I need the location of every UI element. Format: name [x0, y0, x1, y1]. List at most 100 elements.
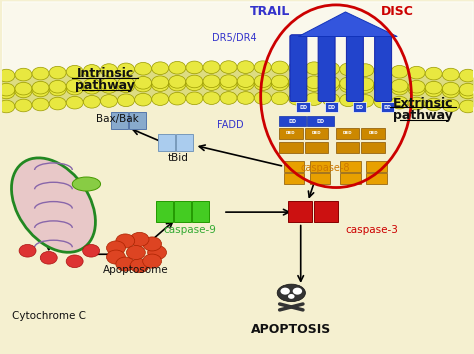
FancyBboxPatch shape [288, 201, 312, 222]
Circle shape [135, 93, 152, 106]
Circle shape [169, 75, 186, 88]
Circle shape [220, 92, 237, 104]
Circle shape [442, 99, 459, 112]
Circle shape [32, 67, 49, 80]
Circle shape [203, 75, 220, 87]
Circle shape [186, 75, 203, 88]
Circle shape [152, 93, 169, 105]
Circle shape [323, 62, 340, 75]
Circle shape [83, 96, 100, 108]
Circle shape [66, 65, 83, 78]
Circle shape [357, 78, 374, 91]
Circle shape [203, 78, 220, 90]
FancyBboxPatch shape [296, 102, 310, 112]
Circle shape [32, 84, 49, 97]
FancyBboxPatch shape [362, 142, 385, 153]
Circle shape [19, 244, 36, 257]
Circle shape [237, 61, 254, 73]
Circle shape [442, 68, 459, 81]
Ellipse shape [11, 158, 95, 252]
Circle shape [169, 78, 186, 91]
Circle shape [83, 81, 100, 94]
Ellipse shape [73, 177, 100, 191]
Text: caspase-9: caspase-9 [164, 225, 217, 235]
FancyBboxPatch shape [305, 128, 328, 139]
Circle shape [152, 62, 169, 75]
Circle shape [0, 83, 15, 96]
FancyBboxPatch shape [340, 173, 361, 184]
Text: FADD: FADD [217, 120, 243, 130]
Circle shape [49, 66, 66, 79]
Circle shape [100, 81, 118, 93]
FancyBboxPatch shape [353, 102, 366, 112]
FancyBboxPatch shape [174, 201, 191, 222]
Circle shape [130, 232, 149, 246]
Circle shape [306, 62, 322, 75]
Circle shape [186, 78, 203, 91]
FancyBboxPatch shape [310, 161, 330, 172]
FancyBboxPatch shape [305, 142, 328, 153]
Text: DD: DD [328, 104, 335, 110]
Circle shape [203, 61, 220, 74]
FancyBboxPatch shape [176, 134, 193, 152]
Circle shape [374, 64, 391, 77]
Text: DED: DED [312, 131, 321, 136]
Circle shape [272, 92, 288, 105]
Circle shape [237, 78, 254, 90]
Text: DR5/DR4: DR5/DR4 [212, 33, 257, 43]
Circle shape [459, 86, 474, 99]
Circle shape [289, 75, 305, 88]
Circle shape [135, 62, 152, 75]
Circle shape [100, 95, 118, 107]
Circle shape [340, 77, 357, 90]
Circle shape [130, 259, 149, 273]
Circle shape [152, 79, 169, 91]
Circle shape [272, 75, 288, 88]
Circle shape [147, 245, 166, 259]
Circle shape [254, 75, 271, 87]
Circle shape [391, 65, 408, 78]
FancyBboxPatch shape [318, 35, 335, 102]
FancyBboxPatch shape [381, 102, 394, 112]
Text: DD: DD [384, 104, 392, 110]
Circle shape [442, 82, 459, 95]
FancyBboxPatch shape [340, 161, 361, 172]
Circle shape [49, 97, 66, 110]
Circle shape [100, 64, 118, 76]
FancyBboxPatch shape [362, 128, 385, 139]
FancyBboxPatch shape [279, 116, 306, 126]
Text: caspase-8: caspase-8 [301, 163, 350, 173]
Circle shape [135, 76, 152, 89]
Circle shape [442, 85, 459, 98]
Circle shape [15, 85, 32, 98]
Text: Extrinsic: Extrinsic [393, 97, 454, 110]
Circle shape [293, 288, 302, 295]
Circle shape [408, 80, 425, 93]
Circle shape [116, 257, 135, 271]
Circle shape [143, 254, 162, 268]
Text: DED: DED [368, 131, 378, 136]
Circle shape [459, 69, 474, 82]
Circle shape [66, 82, 83, 95]
Circle shape [408, 97, 425, 110]
FancyBboxPatch shape [307, 116, 334, 126]
Text: DD: DD [288, 119, 296, 124]
Circle shape [425, 98, 442, 111]
Circle shape [220, 75, 237, 87]
Circle shape [169, 62, 186, 74]
Circle shape [323, 76, 340, 89]
Circle shape [169, 92, 186, 105]
Circle shape [143, 237, 162, 251]
Text: Intrinsic: Intrinsic [77, 67, 134, 80]
Text: Cytochrome C: Cytochrome C [12, 311, 86, 321]
Circle shape [107, 250, 126, 264]
Circle shape [459, 83, 474, 96]
Circle shape [323, 79, 340, 92]
Text: pathway: pathway [393, 109, 453, 122]
FancyBboxPatch shape [279, 142, 302, 153]
Circle shape [0, 100, 15, 113]
Text: Apoptosome: Apoptosome [103, 265, 169, 275]
Circle shape [391, 82, 408, 95]
FancyBboxPatch shape [325, 102, 338, 112]
Circle shape [15, 68, 32, 81]
